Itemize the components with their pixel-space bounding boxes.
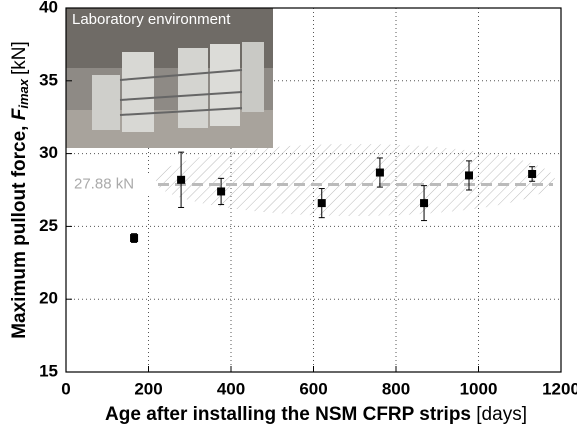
point [465, 171, 474, 180]
x-tick-label: 1000 [460, 379, 498, 398]
y-tick-label: 30 [39, 143, 58, 162]
mean-label-bg [72, 175, 156, 194]
point [130, 234, 139, 243]
y-tick-label: 40 [39, 0, 58, 16]
y-axis-title: Maximum pullout force, Fimax [kN] [9, 41, 31, 339]
scatter-band [155, 144, 555, 216]
y-axis-unit: [kN] [9, 41, 30, 75]
x-tick-label: 400 [217, 379, 245, 398]
x-tick-label: 200 [134, 379, 162, 398]
point [177, 175, 186, 184]
x-axis-title: Age after installing the NSM CFRP strips… [105, 404, 527, 425]
point [420, 199, 429, 208]
x-tick-label: 1200 [542, 379, 577, 398]
x-axis-title-text: Age after installing the NSM CFRP strips [105, 404, 471, 425]
y-tick-label: 15 [39, 361, 58, 380]
point [217, 187, 226, 196]
y-axis-title-text: Maximum pullout force, [9, 120, 30, 339]
point [375, 168, 384, 177]
y-tick-label: 25 [39, 216, 58, 235]
x-tick-label: 600 [299, 379, 327, 398]
point [528, 169, 537, 178]
y-tick-label: 20 [39, 289, 58, 308]
inset-photo [66, 8, 273, 148]
point [317, 199, 326, 208]
x-tick-label: 800 [382, 379, 410, 398]
x-tick-label: 0 [61, 379, 70, 398]
y-tick-label: 35 [39, 70, 58, 89]
x-axis-unit: [days] [476, 404, 527, 425]
y-axis-subscript: imax [16, 78, 31, 108]
mean-label: 27.88 kN [74, 175, 134, 192]
y-axis-symbol: F [9, 107, 30, 120]
inset-label: Laboratory environment [72, 11, 231, 28]
marks: 27.88 kN [72, 151, 553, 243]
